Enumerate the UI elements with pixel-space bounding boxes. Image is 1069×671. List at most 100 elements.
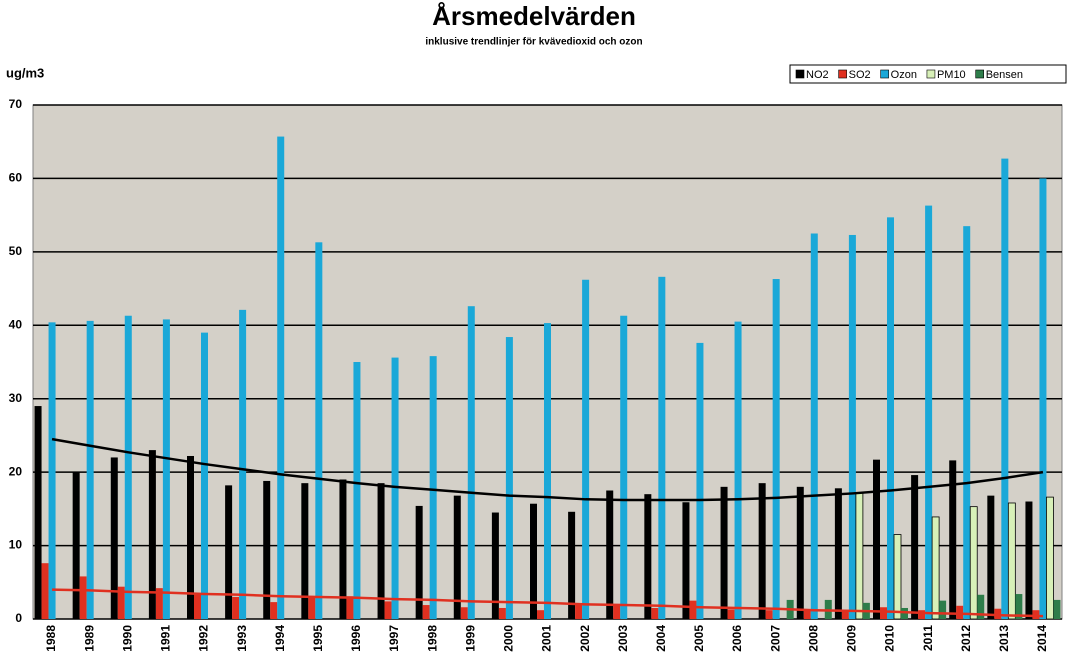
x-tick-label: 1989 bbox=[82, 625, 96, 652]
bar bbox=[422, 605, 430, 619]
bar bbox=[613, 605, 621, 619]
bar bbox=[384, 601, 392, 619]
bar bbox=[346, 596, 354, 619]
bar bbox=[644, 494, 652, 619]
y-tick-label: 40 bbox=[9, 317, 23, 331]
legend-swatch bbox=[926, 69, 936, 79]
bar bbox=[949, 460, 957, 619]
bar bbox=[880, 607, 887, 619]
bar bbox=[41, 563, 49, 619]
x-tick-label: 2007 bbox=[768, 625, 782, 652]
bar bbox=[918, 610, 926, 619]
bar bbox=[110, 457, 118, 619]
chart-subtitle: inklusive trendlinjer för kvävedioxid oc… bbox=[425, 37, 642, 48]
x-tick-label: 2014 bbox=[1035, 625, 1049, 652]
legend-label: NO2 bbox=[806, 69, 829, 81]
legend-swatch bbox=[795, 69, 805, 79]
bar bbox=[575, 603, 583, 619]
bar bbox=[606, 490, 614, 619]
x-tick-label: 1991 bbox=[159, 625, 173, 652]
bar bbox=[187, 455, 194, 619]
bar bbox=[79, 576, 87, 619]
y-tick-label: 10 bbox=[9, 538, 23, 552]
bar bbox=[682, 502, 690, 619]
bar bbox=[1032, 610, 1040, 619]
bar bbox=[148, 450, 156, 619]
bar bbox=[270, 602, 278, 619]
bar bbox=[155, 588, 163, 619]
bar bbox=[391, 357, 399, 619]
bar bbox=[758, 483, 766, 619]
bar bbox=[772, 279, 780, 619]
x-tick-label: 2004 bbox=[654, 625, 668, 652]
x-tick-label: 1997 bbox=[387, 625, 401, 652]
bar bbox=[339, 479, 347, 619]
bar bbox=[834, 488, 842, 619]
legend-label: SO2 bbox=[849, 69, 871, 81]
bar bbox=[491, 512, 499, 619]
x-tick-label: 2010 bbox=[883, 625, 897, 652]
legend-swatch bbox=[880, 69, 889, 79]
bar bbox=[498, 607, 506, 619]
bar bbox=[848, 234, 856, 619]
bar bbox=[117, 586, 125, 619]
bar bbox=[1015, 594, 1023, 619]
bar bbox=[225, 485, 233, 619]
bar bbox=[124, 315, 132, 619]
bar bbox=[239, 309, 247, 619]
bar bbox=[530, 503, 537, 619]
bar bbox=[893, 534, 902, 620]
y-axis-label: ug/m3 bbox=[6, 65, 44, 80]
x-tick-label: 2001 bbox=[540, 625, 554, 652]
bar bbox=[1025, 501, 1033, 619]
bar bbox=[453, 495, 461, 619]
bar bbox=[956, 605, 964, 619]
bar bbox=[308, 596, 316, 619]
bar bbox=[86, 320, 94, 619]
bar bbox=[263, 480, 271, 619]
legend-label: Ozon bbox=[891, 69, 917, 81]
x-tick-label: 1994 bbox=[273, 625, 287, 652]
trend-line bbox=[52, 588, 1043, 618]
bar bbox=[696, 342, 704, 619]
legend-swatch bbox=[975, 69, 984, 79]
bar bbox=[803, 610, 811, 619]
x-tick-label: 1990 bbox=[120, 625, 134, 652]
bar bbox=[1007, 502, 1016, 620]
bar bbox=[873, 459, 880, 619]
bar bbox=[987, 495, 995, 619]
bar bbox=[925, 205, 933, 619]
y-tick-label: 20 bbox=[9, 464, 23, 478]
bar bbox=[72, 472, 80, 619]
x-tick-label: 1996 bbox=[349, 625, 363, 652]
bar bbox=[48, 322, 56, 619]
bar bbox=[467, 306, 475, 619]
bar bbox=[931, 516, 940, 620]
x-tick-label: 2003 bbox=[616, 625, 630, 652]
bar bbox=[315, 242, 323, 619]
y-tick-label: 70 bbox=[9, 97, 23, 111]
bar bbox=[658, 276, 666, 619]
legend-label: Bensen bbox=[986, 69, 1023, 81]
x-tick-label: 1998 bbox=[425, 625, 439, 652]
x-tick-label: 2006 bbox=[730, 625, 744, 652]
legend-swatch bbox=[838, 69, 847, 79]
y-tick-label: 60 bbox=[9, 171, 23, 185]
x-tick-label: 2009 bbox=[845, 625, 859, 652]
bar bbox=[727, 609, 735, 619]
x-tick-label: 1993 bbox=[235, 625, 249, 652]
bar bbox=[651, 607, 659, 619]
legend-label: PM10 bbox=[937, 69, 966, 81]
bar bbox=[353, 362, 361, 619]
bar bbox=[429, 356, 437, 619]
bar bbox=[1001, 158, 1009, 620]
x-tick-label: 2012 bbox=[959, 625, 973, 652]
bar bbox=[377, 483, 385, 619]
bar bbox=[969, 506, 978, 620]
bar bbox=[537, 610, 544, 619]
y-tick-label: 30 bbox=[9, 391, 23, 405]
bar bbox=[277, 136, 285, 619]
bar bbox=[301, 483, 309, 619]
bar bbox=[855, 492, 864, 620]
